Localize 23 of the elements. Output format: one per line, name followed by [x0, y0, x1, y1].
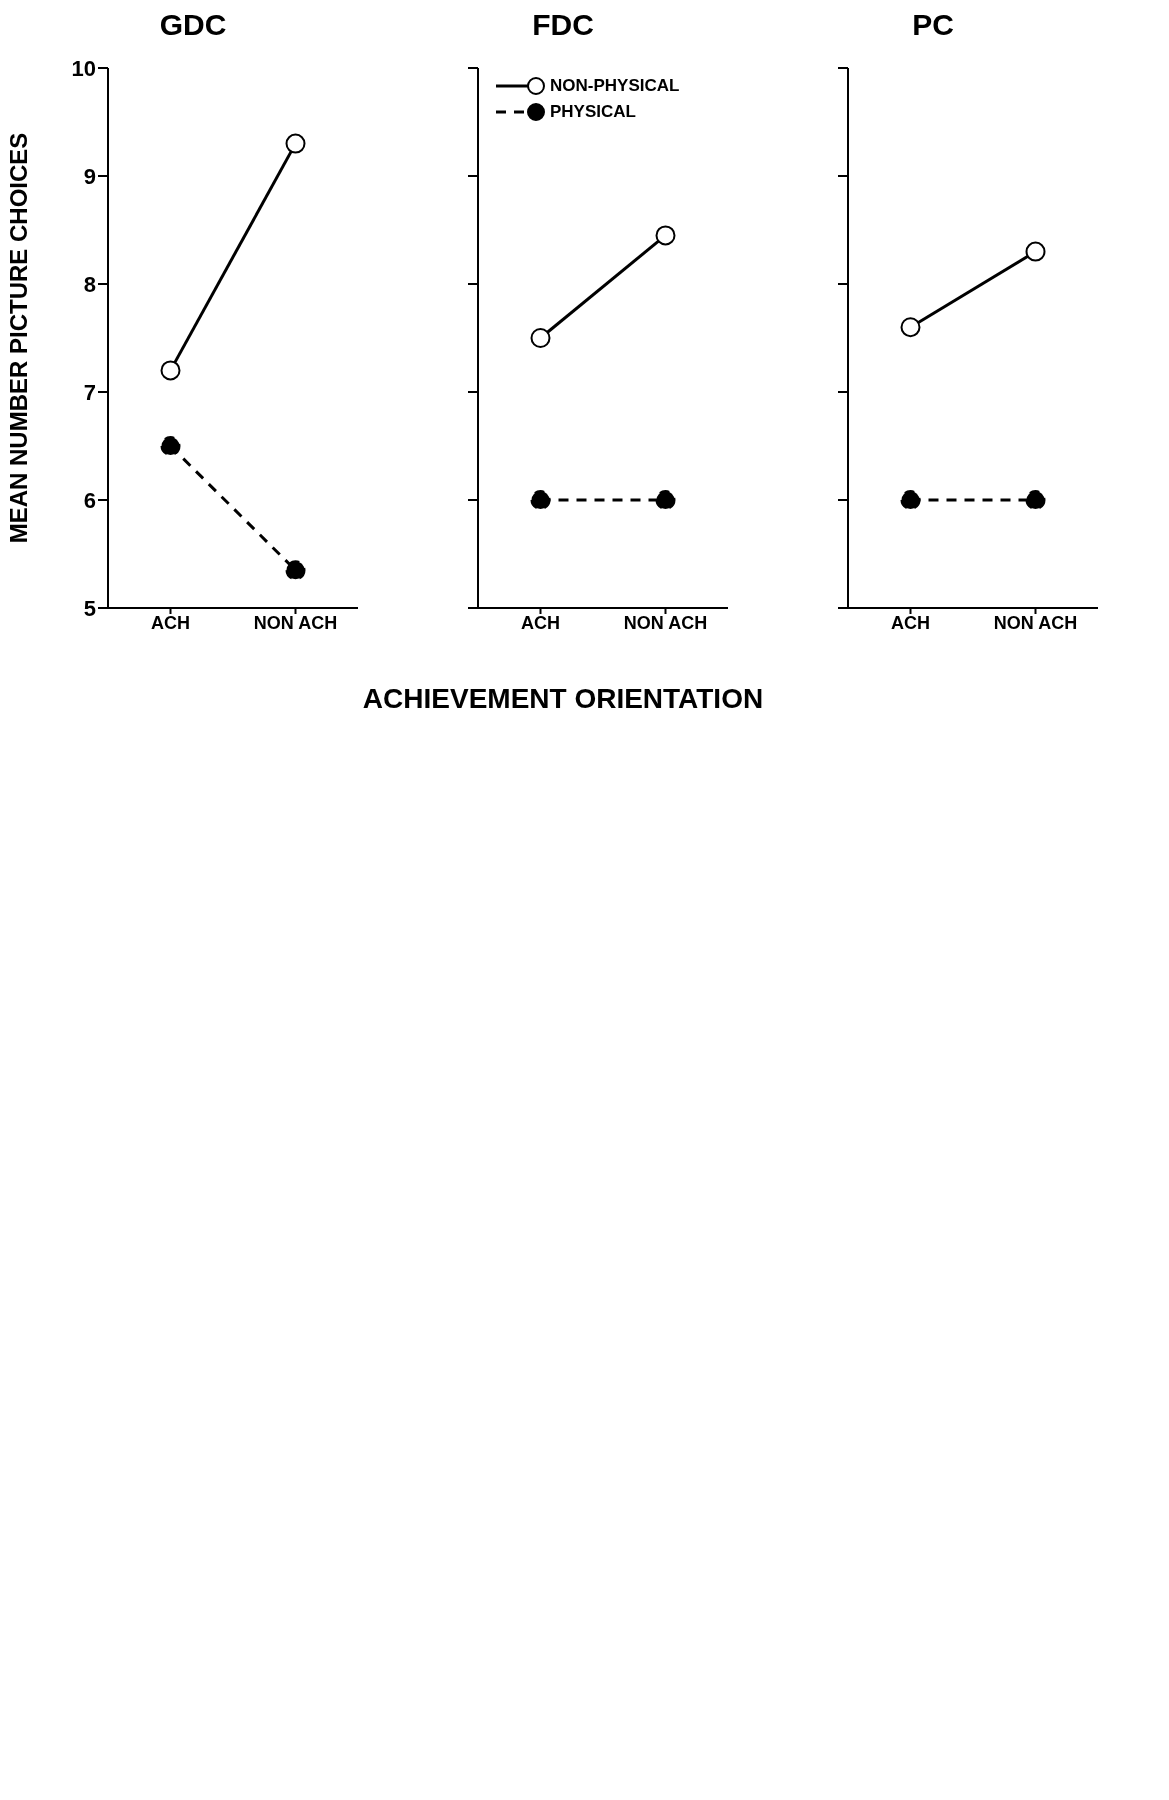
- y-axis-title: MEAN NUMBER PICTURE CHOICES: [4, 132, 32, 544]
- point: [160, 360, 181, 381]
- legend-label: NON-PHYSICAL: [550, 76, 680, 96]
- y-tick-label: 9: [83, 163, 96, 189]
- y-tick-label: 7: [83, 379, 96, 405]
- legend-label: PHYSICAL: [550, 102, 636, 122]
- x-axis-title: ACHIEVEMENT ORIENTATION: [361, 683, 765, 715]
- point: [285, 133, 306, 154]
- x-tick-label: NON ACH: [623, 612, 708, 633]
- point: [160, 436, 181, 456]
- y-tick-label: 6: [83, 487, 96, 513]
- x-tick-label: ACH: [151, 612, 190, 633]
- chart-title: FDC: [531, 8, 595, 43]
- y-tick-label: 5: [83, 595, 96, 621]
- point: [285, 560, 306, 581]
- y-tick-label: 10: [71, 55, 96, 81]
- chart-title: GDC: [158, 8, 228, 43]
- x-tick-label: ACH: [891, 612, 930, 633]
- y-tick-label: 8: [83, 271, 96, 297]
- x-tick-label: NON ACH: [993, 612, 1078, 633]
- x-tick-label: ACH: [521, 612, 560, 633]
- chart-title: PC: [911, 8, 955, 43]
- x-tick-label: NON ACH: [253, 612, 338, 633]
